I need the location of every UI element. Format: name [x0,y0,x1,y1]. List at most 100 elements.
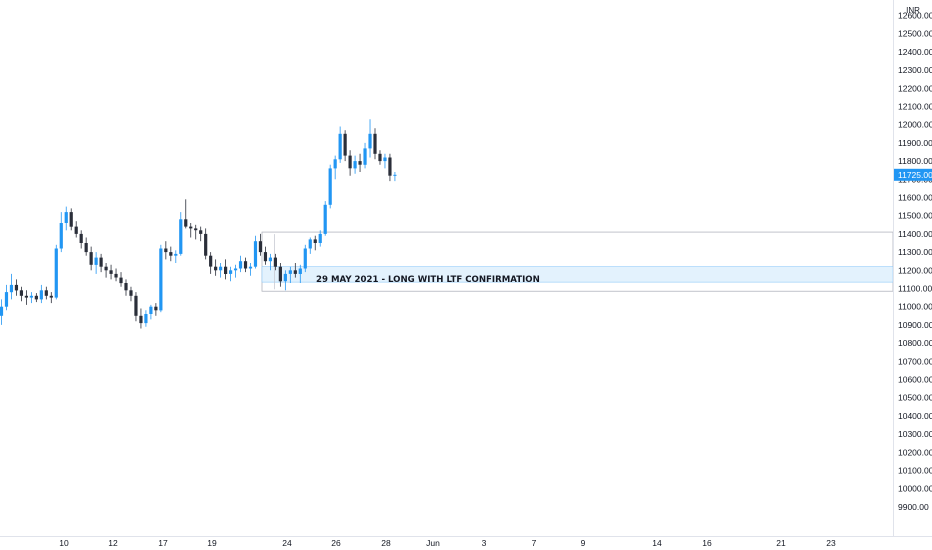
candle-body [328,168,332,205]
y-tick-label: 12200.00 [898,83,932,93]
candle-body [19,290,24,296]
candle-body [49,295,53,298]
y-tick-label: 10500.00 [898,393,932,403]
candle-body [368,133,372,149]
candle-body [298,268,302,274]
candle-body [268,257,273,262]
y-tick-label: 12100.00 [898,102,932,112]
candle-body [393,174,397,176]
candle-body [69,212,73,227]
candle-body [388,157,392,176]
candle-body [29,295,33,298]
candle-body [253,241,258,267]
y-tick-label: 10300.00 [898,429,932,439]
y-tick-label: 10800.00 [898,338,932,348]
candle-body [109,270,113,274]
candle-body [353,161,357,169]
candle-body [224,266,228,274]
candle-body [4,292,9,307]
x-tick-label: 12 [108,538,118,548]
candle-body [263,252,268,262]
y-tick-label: 11100.00 [898,284,932,294]
y-tick-label: 10100.00 [898,466,932,476]
candle-body [89,252,93,265]
candle-body [283,273,287,282]
x-tick-label: 23 [826,538,836,548]
y-tick-label: 12500.00 [898,29,932,39]
y-tick-label: 10000.00 [898,484,932,494]
x-tick-label: 14 [652,538,662,548]
candle-body [129,290,133,296]
y-tick-label: 12400.00 [898,47,932,57]
x-tick-label: 3 [482,538,487,548]
candle-body [343,133,347,156]
y-tick-label: 11800.00 [898,156,932,166]
y-tick-label: 11000.00 [898,302,932,312]
candle-body [233,268,238,271]
y-tick-label: 10600.00 [898,375,932,385]
y-tick-label: 12300.00 [898,65,932,75]
candle-body [14,284,19,291]
candle-body [238,261,243,269]
candle-body [84,243,88,253]
candle-body [243,261,248,269]
candle-body [303,248,307,269]
candle-body [64,212,68,223]
candle-body [378,153,382,162]
y-tick-label: 10400.00 [898,411,932,421]
candle-body [124,283,128,291]
candle-body [39,290,43,300]
currency-label: INR [906,6,920,15]
candle-body [74,226,78,234]
candle-body [333,159,337,169]
y-tick-label: 10700.00 [898,356,932,366]
last-price-value: 11725.00 [898,170,932,180]
candle-body [114,273,118,278]
candle-body [144,314,148,324]
candle-body [159,248,163,311]
candle-body [358,161,362,165]
candle-body [79,233,83,243]
x-tick-label: 7 [532,538,537,548]
candle-body [199,230,203,234]
x-tick-label: 24 [282,538,292,548]
candle-body [9,284,14,293]
y-tick-label: 11200.00 [898,265,932,275]
candle-body [184,219,188,227]
candle-body [363,148,367,165]
candle-body [258,241,263,253]
candle-body [139,315,143,324]
x-tick-label: 9 [581,538,586,548]
candle-body [219,266,223,271]
candle-body [119,277,123,284]
time-axis[interactable]: 10 12 17 19 24 26 28 Jun 3 7 9 14 16 21 23 [59,538,836,548]
candle-body [99,257,103,267]
candle-body [273,257,277,267]
y-tick-label: 11400.00 [898,229,932,239]
y-tick-label: 9900.00 [898,502,929,512]
candle-body [318,233,322,243]
candle-body [308,239,312,249]
x-tick-label: 19 [207,538,217,548]
x-tick-label: 16 [702,538,712,548]
candle-body [149,306,153,314]
y-tick-label: 11300.00 [898,247,932,257]
candle-body [0,306,4,316]
candle-body [338,133,342,160]
candle-body [278,266,282,282]
x-tick-label: 28 [381,538,391,548]
candle-body [34,295,38,300]
candles-layer [0,119,397,329]
last-price-background [894,168,932,181]
candle-body [169,252,173,256]
candle-body [189,226,193,229]
y-tick-label: 11600.00 [898,193,932,203]
candle-body [154,306,158,311]
candle-body [59,223,63,249]
x-tick-label: Jun [426,538,440,548]
candle-body [194,228,198,231]
candle-body [323,204,327,234]
y-tick-label: 12600.00 [898,11,932,21]
candle-body [204,233,208,256]
